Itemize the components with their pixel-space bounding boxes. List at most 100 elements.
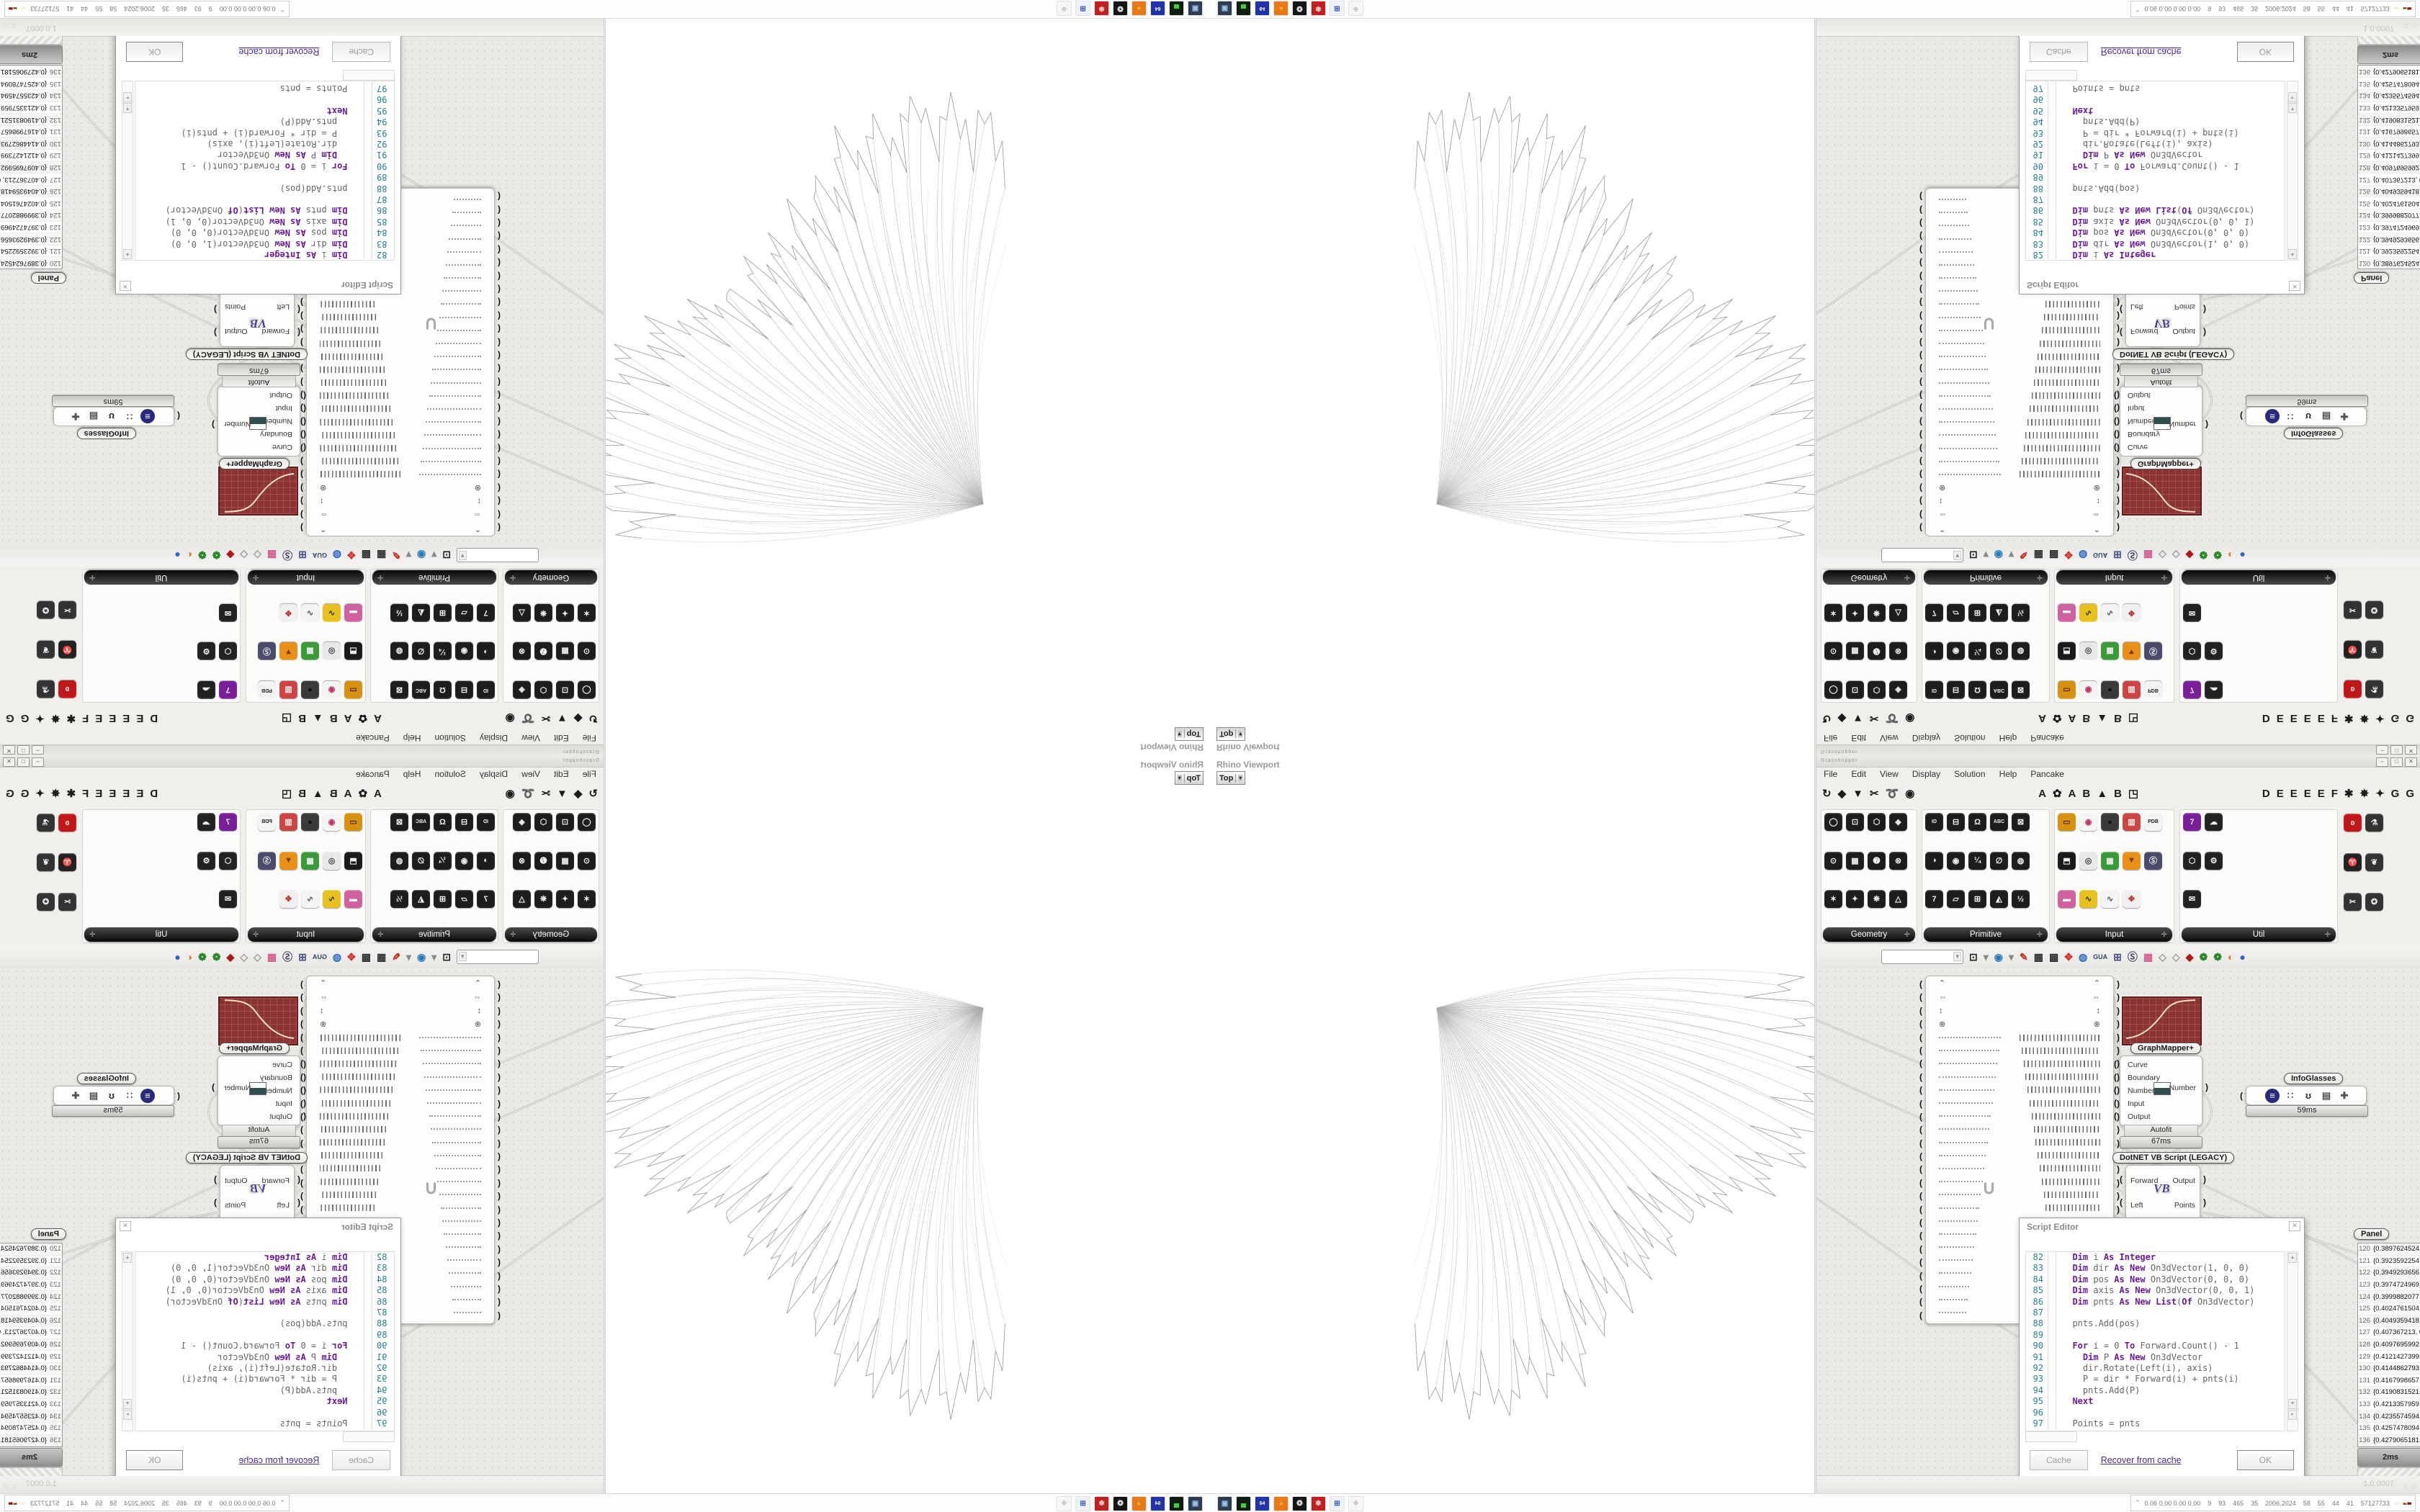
param-icon[interactable]: ⬒ <box>2058 851 2076 870</box>
canvas-toolbar-icon[interactable]: ◍ <box>332 549 342 562</box>
param-icon[interactable]: ✉ <box>2183 603 2201 622</box>
param-icon[interactable]: ▬ <box>2058 890 2076 909</box>
toolbar-icon[interactable]: G <box>2390 787 2400 800</box>
param-icon[interactable]: 7 <box>219 681 237 699</box>
param-icon[interactable]: Ⓢ <box>2144 851 2162 870</box>
param-icon[interactable]: ▦ <box>556 851 574 870</box>
param-icon[interactable]: ⊙ <box>578 851 596 870</box>
param-icon[interactable]: ✥ <box>2123 603 2141 622</box>
canvas-toolbar-icon[interactable]: ▾ <box>2008 950 2015 963</box>
param-icon[interactable]: ▼ <box>2123 642 2141 661</box>
close-button[interactable]: ✕ <box>3 745 15 755</box>
toolbar-icon[interactable]: ➰ <box>521 712 535 724</box>
param-icon[interactable]: ◈ <box>1889 813 1907 831</box>
param-icon[interactable]: ◎ <box>323 851 341 870</box>
param-icon[interactable]: 7 <box>1925 890 1943 909</box>
param-icon[interactable]: ∿ <box>301 603 319 622</box>
infoglasses-tile-icon[interactable]: ∷ <box>126 411 133 423</box>
param-icon[interactable]: ◑ <box>1925 642 1943 661</box>
toolbar-icon[interactable]: B <box>298 787 306 800</box>
vbscript-label[interactable]: DotNET VB Script (LEGACY) <box>185 348 308 360</box>
close-button[interactable]: ✕ <box>3 757 15 767</box>
toolbar-icon[interactable]: B <box>329 712 338 725</box>
param-icon[interactable]: 7 <box>477 890 495 909</box>
param-icon[interactable]: Ω <box>1968 813 1986 831</box>
drive-icon[interactable]: ▄ <box>1236 1 1251 16</box>
minimize-button[interactable]: – <box>2376 757 2388 767</box>
infoglasses-tile-icon[interactable]: ≡ <box>140 409 155 424</box>
menu-item-edit[interactable]: Edit <box>1851 768 1867 779</box>
toolbar-icon[interactable]: A <box>374 787 382 800</box>
canvas-toolbar-icon[interactable]: ✎ <box>392 950 400 963</box>
canvas-toolbar-icon[interactable]: ❁ <box>2213 950 2222 963</box>
toolbar-icon[interactable]: A <box>2068 787 2076 800</box>
toolbar-icon[interactable]: ◆ <box>573 788 583 800</box>
monitor-camera-icon[interactable]: ▣ <box>1188 1496 1203 1511</box>
infoglasses-tile-icon[interactable]: ≡ <box>2265 1088 2280 1103</box>
param-icon[interactable]: ✉ <box>219 603 237 622</box>
param-icon[interactable]: ♈ <box>58 641 76 659</box>
canvas-toolbar-icon[interactable]: ◉ <box>417 950 426 963</box>
param-icon[interactable]: ▼ <box>279 851 297 870</box>
param-icon[interactable]: Ω <box>434 681 452 699</box>
param-icon[interactable]: ◎ <box>2079 851 2097 870</box>
canvas-toolbar-icon[interactable]: ⊡ <box>1969 549 1978 562</box>
horizontal-scrollbar[interactable] <box>343 1431 395 1442</box>
palette-tab-util[interactable]: Util ✛ <box>84 570 238 585</box>
param-icon[interactable]: ◑ <box>477 851 495 870</box>
param-icon[interactable]: ⚗ <box>37 814 55 832</box>
toolbar-icon[interactable]: ✱ <box>66 788 76 800</box>
param-icon[interactable]: Ⓢ <box>258 642 276 661</box>
infoglasses-tile-icon[interactable]: ʊ <box>2305 1090 2312 1101</box>
param-icon[interactable]: ◍ <box>390 642 408 661</box>
canvas-toolbar-icon[interactable]: ⊡ <box>1969 950 1978 963</box>
param-icon[interactable]: ⊞ <box>1968 890 1986 909</box>
infoglasses-tile-icon[interactable]: ✚ <box>71 1089 80 1101</box>
param-icon[interactable]: ⊙ <box>1824 851 1842 870</box>
param-icon[interactable]: ✉ <box>219 890 237 909</box>
vertical-scrollbar[interactable]: ▲ ▼ ▸ <box>2287 1251 2298 1431</box>
param-icon[interactable]: ◉ <box>323 681 341 699</box>
param-icon[interactable]: Ω <box>1968 681 1986 699</box>
menu-item-solution[interactable]: Solution <box>1954 768 1986 779</box>
param-icon[interactable]: ▱ <box>455 603 473 622</box>
param-icon[interactable]: ▦ <box>301 642 319 661</box>
toolbar-icon[interactable]: G <box>2406 712 2414 725</box>
toolbar-icon[interactable]: ▲ <box>312 712 323 725</box>
close-icon[interactable]: ✕ <box>120 281 131 291</box>
param-icon[interactable]: ▥ <box>279 681 297 699</box>
canvas-toolbar-icon[interactable]: ▾ <box>1983 950 1989 963</box>
palette-tab-primitive[interactable]: Primitive ✛ <box>1924 927 2048 942</box>
toolbar-icon[interactable]: E <box>122 712 130 725</box>
close-icon[interactable]: ✕ <box>2289 281 2300 291</box>
param-icon[interactable]: ID <box>1925 813 1943 831</box>
autofit-nickname[interactable]: Autofit <box>2124 1125 2198 1137</box>
param-icon[interactable]: ◯ <box>578 813 596 831</box>
canvas-toolbar-icon[interactable]: ⊞ <box>298 549 307 562</box>
param-icon[interactable]: ¼ <box>1968 642 1986 661</box>
param-icon[interactable]: ✪ <box>2365 893 2383 911</box>
param-icon[interactable]: Ω <box>434 813 452 831</box>
param-icon[interactable]: ❦ <box>2365 853 2383 871</box>
param-icon[interactable]: ½ <box>2012 890 2030 909</box>
param-icon[interactable]: ⊟ <box>1947 681 1965 699</box>
canvas-toolbar-icon[interactable]: GUA <box>2093 953 2108 960</box>
menu-item-display[interactable]: Display <box>479 733 508 744</box>
param-icon[interactable]: ID <box>477 813 495 831</box>
canvas-toolbar-icon[interactable]: ⊡ <box>442 950 451 963</box>
menu-item-help[interactable]: Help <box>403 733 421 744</box>
param-icon[interactable]: ʚ <box>58 814 76 832</box>
canvas-toolbar-icon[interactable]: ▩ <box>2048 549 2059 562</box>
panel-data-list[interactable]: 120{0.3897624524, 0.072094062, 0.0}121{0… <box>0 65 63 269</box>
param-icon[interactable]: ⊡ <box>556 681 574 699</box>
canvas-toolbar-icon[interactable]: ◐ <box>186 549 193 561</box>
toolbar-icon[interactable]: E <box>2303 712 2311 725</box>
toolbar-icon[interactable]: ✿ <box>2052 712 2062 724</box>
param-icon[interactable]: ◭ <box>412 890 430 909</box>
param-icon[interactable]: ▱ <box>455 890 473 909</box>
toolbar-icon[interactable]: G <box>20 712 30 725</box>
param-icon[interactable]: ⬡ <box>219 851 237 870</box>
canvas-toolbar-icon[interactable]: ▦ <box>266 549 277 562</box>
param-icon[interactable]: ⊞ <box>1968 603 1986 622</box>
param-icon[interactable]: ▦ <box>1846 642 1864 661</box>
